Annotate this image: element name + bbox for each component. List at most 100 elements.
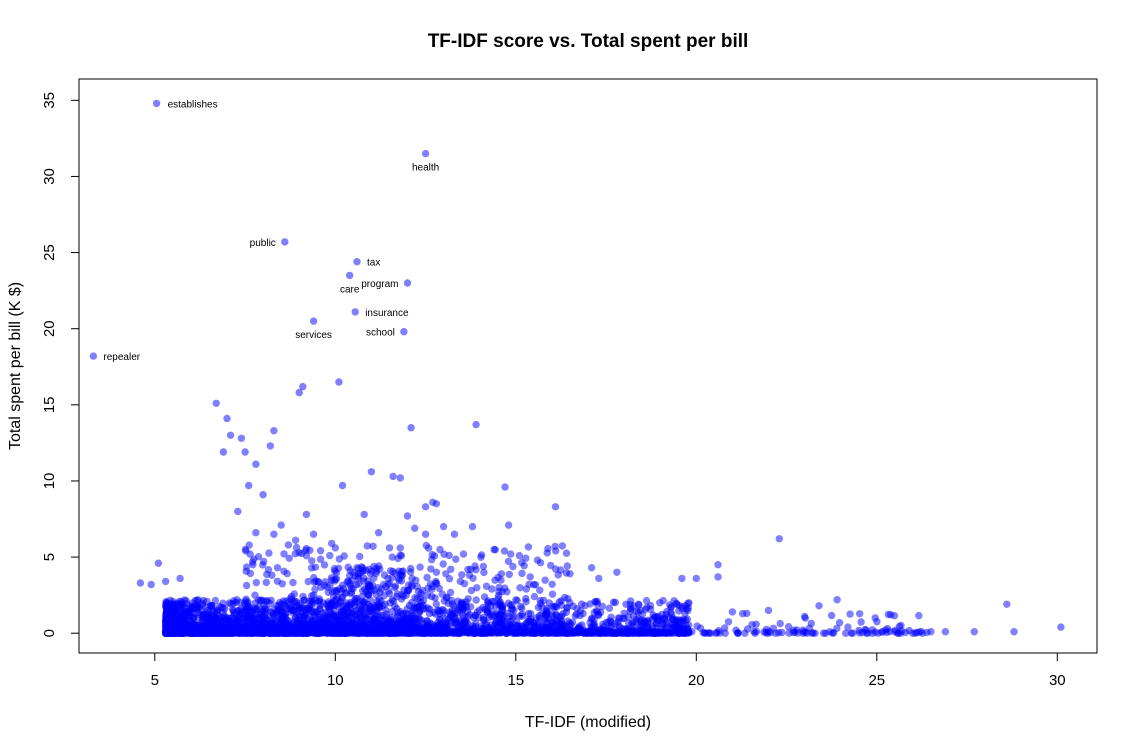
- data-point: [204, 613, 213, 621]
- data-point: [364, 591, 373, 599]
- data-point: [326, 606, 334, 614]
- data-point: [166, 629, 174, 637]
- point-label-establishes: establishes: [168, 99, 218, 110]
- data-point: [750, 628, 758, 636]
- data-point: [871, 628, 880, 636]
- data-point: [558, 542, 566, 550]
- data-point: [380, 580, 388, 589]
- data-point: [548, 629, 557, 637]
- data-point: [335, 555, 343, 563]
- labeled-point-repealer: [89, 352, 98, 360]
- data-point: [585, 628, 594, 637]
- data-point: [245, 541, 253, 549]
- data-point: [658, 617, 666, 625]
- data-point: [351, 596, 359, 604]
- data-point: [341, 613, 349, 622]
- data-point: [611, 598, 619, 607]
- data-point: [299, 382, 307, 391]
- data-point: [283, 569, 291, 578]
- data-point: [447, 565, 455, 573]
- data-point: [183, 610, 192, 619]
- data-point: [380, 571, 389, 579]
- data-point: [857, 618, 865, 626]
- data-point: [732, 626, 740, 634]
- data-point: [374, 624, 383, 632]
- data-point: [415, 609, 423, 617]
- data-point: [412, 624, 420, 632]
- data-point: [226, 431, 235, 439]
- data-point: [764, 606, 773, 615]
- data-point: [363, 542, 371, 550]
- data-point: [208, 606, 216, 614]
- data-point: [508, 623, 517, 632]
- y-tick-label: 0: [41, 629, 58, 637]
- data-point: [353, 564, 361, 572]
- data-point: [367, 468, 376, 476]
- data-point: [188, 604, 196, 612]
- data-point: [429, 498, 437, 506]
- data-point: [479, 562, 488, 571]
- data-point: [374, 584, 382, 592]
- x-tick-label: 5: [151, 672, 159, 689]
- data-point: [471, 611, 480, 620]
- data-point: [256, 596, 265, 605]
- data-point: [326, 551, 334, 560]
- data-point: [269, 609, 278, 617]
- data-point: [172, 629, 180, 637]
- data-point: [454, 624, 463, 633]
- data-point: [339, 584, 348, 593]
- data-point: [422, 541, 430, 550]
- data-point: [515, 551, 524, 560]
- data-point: [394, 554, 402, 563]
- data-point: [835, 619, 844, 627]
- data-point: [254, 624, 262, 633]
- data-point: [259, 491, 267, 499]
- data-point: [784, 623, 793, 631]
- data-point: [306, 546, 314, 554]
- data-point: [247, 608, 255, 616]
- point-labels-layer: establishes health public tax care program ins…: [103, 99, 439, 363]
- data-point: [280, 550, 288, 558]
- data-point: [252, 578, 260, 587]
- data-point: [277, 613, 286, 621]
- data-point: [833, 596, 841, 604]
- data-point: [356, 614, 365, 622]
- data-point: [592, 607, 601, 615]
- data-point: [417, 593, 425, 602]
- data-point: [250, 555, 258, 563]
- data-point: [715, 627, 723, 635]
- data-point: [478, 624, 486, 633]
- data-point: [504, 557, 513, 566]
- data-point: [173, 616, 182, 625]
- data-point: [576, 607, 585, 615]
- data-point: [551, 565, 560, 573]
- data-point: [480, 568, 488, 577]
- data-point: [443, 621, 451, 629]
- data-point: [497, 610, 505, 618]
- data-point: [450, 613, 458, 621]
- data-point: [436, 545, 444, 554]
- data-point: [1010, 628, 1018, 636]
- labeled-point-public: [281, 238, 289, 246]
- data-point: [349, 624, 358, 632]
- data-point: [776, 619, 784, 628]
- labeled-point-services: [309, 317, 318, 325]
- data-point: [970, 628, 978, 636]
- data-point: [230, 597, 238, 605]
- data-point: [927, 628, 935, 636]
- data-point: [427, 565, 435, 573]
- data-point: [507, 550, 515, 558]
- data-point: [396, 544, 404, 552]
- data-point: [211, 596, 220, 605]
- y-tick-label: 15: [41, 396, 58, 413]
- data-point: [915, 611, 923, 620]
- data-point: [667, 603, 675, 612]
- data-point: [577, 627, 585, 635]
- data-point: [424, 604, 432, 612]
- data-point: [509, 562, 517, 571]
- data-point: [855, 626, 863, 635]
- data-point: [491, 576, 499, 584]
- data-point: [404, 587, 412, 595]
- data-point: [270, 427, 278, 435]
- data-point: [526, 573, 534, 581]
